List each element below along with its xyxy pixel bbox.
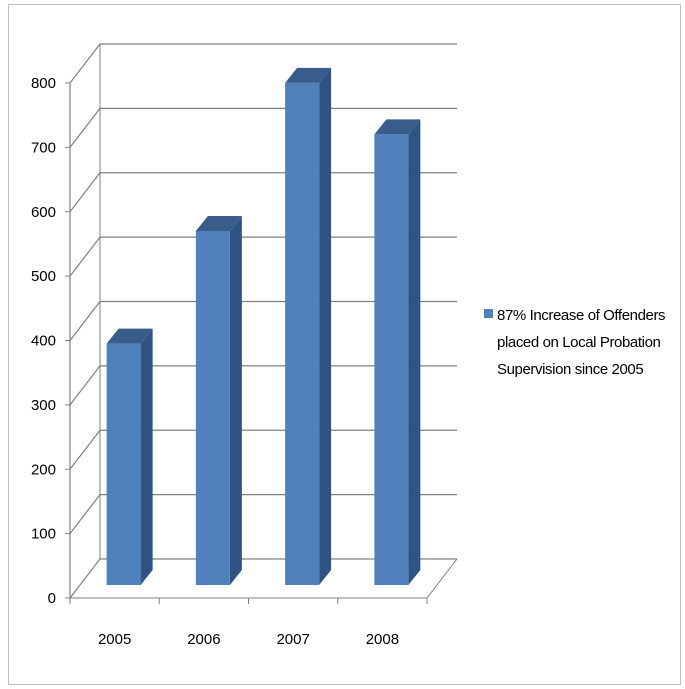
bar-side: [408, 119, 421, 585]
bar-side: [140, 328, 153, 585]
gridline: [69, 236, 457, 277]
bar-front: [195, 230, 230, 585]
x-tick-label: 2008: [366, 631, 399, 648]
bar-top: [195, 215, 242, 231]
y-tick-label: 0: [48, 590, 56, 607]
legend: 87% Increase of Offenders placed on Loca…: [484, 302, 674, 383]
bar-side: [319, 67, 332, 585]
y-tick-label: 400: [31, 333, 56, 350]
x-tick-label: 2006: [187, 631, 220, 648]
gridline: [69, 43, 457, 84]
bar-front: [106, 343, 141, 585]
y-tick-label: 700: [31, 139, 56, 156]
gridline: [69, 172, 457, 213]
gridline: [69, 365, 457, 406]
bar-side: [229, 215, 242, 585]
bar-front: [285, 82, 320, 585]
bars: [106, 67, 421, 585]
x-tick-label: 2007: [276, 631, 309, 648]
x-tick-label: 2005: [98, 631, 131, 648]
y-tick-label: 600: [31, 204, 56, 221]
legend-swatch: [484, 309, 493, 318]
gridline: [69, 107, 457, 148]
y-tick-label: 500: [31, 268, 56, 285]
gridline: [69, 494, 457, 534]
y-tick-label: 300: [31, 397, 56, 414]
chart-frame: [8, 4, 681, 685]
bar-front: [374, 134, 409, 585]
gridlines: [69, 43, 457, 599]
bar-top: [374, 119, 421, 135]
gridline: [69, 558, 457, 599]
bar: [195, 215, 242, 585]
y-tick-label: 200: [31, 461, 56, 478]
gridline: [69, 429, 457, 470]
bar: [106, 328, 153, 585]
x-axis-ticks: 2005 2006 2007 2008: [98, 631, 399, 648]
bar: [285, 67, 332, 585]
bar-top: [106, 328, 153, 344]
y-tick-label: 100: [31, 526, 56, 543]
y-tick-label: 800: [31, 75, 56, 92]
axes: [65, 82, 428, 604]
legend-label: 87% Increase of Offenders placed on Loca…: [497, 307, 666, 378]
bar: [374, 119, 421, 585]
gridline: [69, 300, 457, 341]
y-axis-ticks: 0 100 200 300 400 500 600 700 800: [31, 75, 56, 607]
bar-top: [285, 67, 332, 83]
